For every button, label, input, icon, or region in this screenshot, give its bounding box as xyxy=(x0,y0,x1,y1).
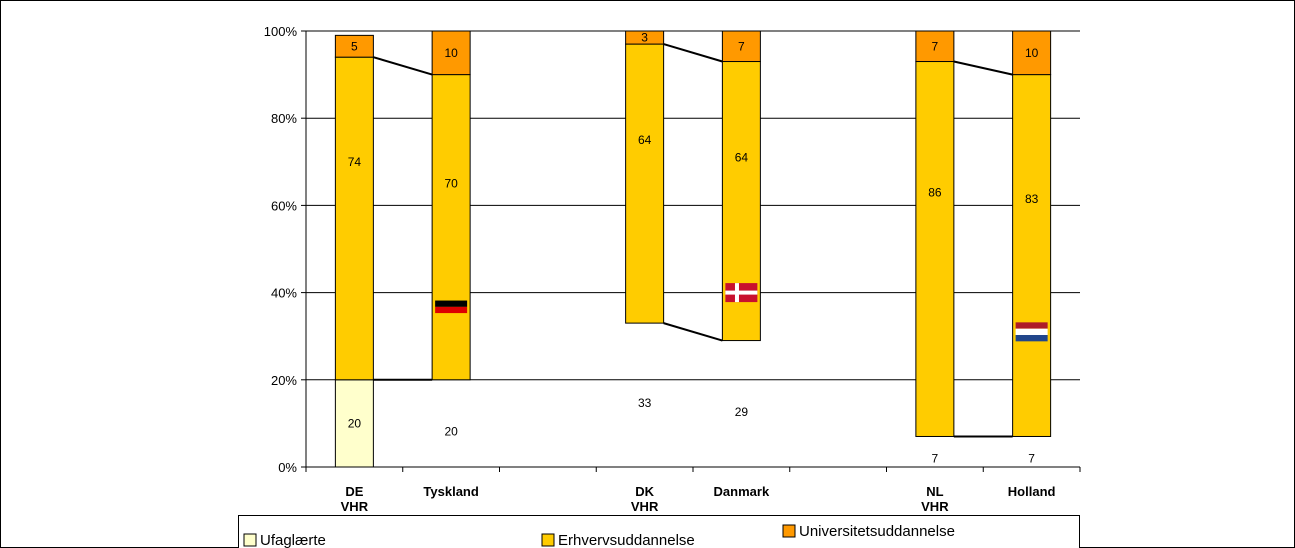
bar-segment xyxy=(721,30,761,63)
bar-segment xyxy=(915,30,955,63)
category-label: Danmark xyxy=(714,484,770,499)
connector-line-top xyxy=(373,56,433,76)
data-label: 7 xyxy=(1028,451,1035,465)
category-label: VHR xyxy=(341,499,369,514)
bar-segment xyxy=(334,379,374,468)
data-label: 86 xyxy=(928,185,942,199)
data-label: 64 xyxy=(638,133,652,147)
connector-line-top xyxy=(663,43,723,63)
data-label: 64 xyxy=(735,150,749,164)
data-label: 7 xyxy=(738,39,745,53)
category-label: NL xyxy=(926,484,943,499)
category-label: DK xyxy=(635,484,654,499)
legend-box xyxy=(238,515,1080,548)
y-tick-label: 60% xyxy=(271,198,297,213)
bar-segment xyxy=(431,30,471,76)
legend-swatch xyxy=(782,524,796,538)
data-label: 33 xyxy=(638,396,652,410)
flag-stripe xyxy=(435,313,468,320)
category-label: DE xyxy=(345,484,363,499)
y-tick-label: 40% xyxy=(271,286,297,301)
flag-cross-horizontal xyxy=(725,290,758,295)
legend-label: Erhvervsuddannelse xyxy=(558,532,695,548)
data-labels: 20 74 5 20 70 10 33 64 3 29 64 7 7 86 7 7 83 10 xyxy=(348,31,1039,466)
data-label: 83 xyxy=(1025,192,1039,206)
data-label: 70 xyxy=(444,177,458,191)
data-label: 74 xyxy=(348,155,362,169)
category-label: VHR xyxy=(921,499,949,514)
data-label: 20 xyxy=(348,416,362,430)
flag-stripe xyxy=(435,300,468,307)
denmark-flag-icon xyxy=(725,283,758,303)
data-label: 10 xyxy=(444,46,458,60)
connector-lines xyxy=(373,43,1013,438)
germany-flag-icon xyxy=(435,300,468,320)
legend: Ufaglærte Erhvervsuddannelse Universitetsu… xyxy=(238,515,1080,548)
axes xyxy=(305,31,1081,472)
legend-swatch xyxy=(541,533,555,547)
bar-segment xyxy=(625,43,665,324)
data-label: 7 xyxy=(932,451,939,465)
category-label: Holland xyxy=(1008,484,1056,499)
connector-line-bottom xyxy=(663,322,723,342)
y-tick-label: 0% xyxy=(278,460,297,475)
flag-stripe xyxy=(1015,322,1048,329)
data-label: 7 xyxy=(932,39,939,53)
y-tick-label: 20% xyxy=(271,373,297,388)
bar-segment xyxy=(1012,74,1052,437)
connector-line-top xyxy=(953,60,1013,76)
bar-segment xyxy=(915,61,955,437)
data-label: 3 xyxy=(641,31,648,45)
bar-segment xyxy=(1012,30,1052,76)
bar-segment xyxy=(334,34,374,58)
bar-segment xyxy=(334,56,374,381)
legend-swatch xyxy=(243,533,257,547)
data-label: 29 xyxy=(735,405,749,419)
bar-segment xyxy=(625,30,665,45)
data-label: 5 xyxy=(351,39,358,53)
flag-stripe xyxy=(1015,328,1048,336)
netherlands-flag-icon xyxy=(1015,322,1048,342)
data-label: 10 xyxy=(1025,46,1039,60)
category-label: Tyskland xyxy=(423,484,478,499)
flags xyxy=(435,283,1048,342)
bars xyxy=(334,30,1052,468)
bar-segment xyxy=(431,74,471,381)
y-tick-label: 80% xyxy=(271,111,297,126)
category-label: VHR xyxy=(631,499,659,514)
data-label: 20 xyxy=(444,424,458,438)
y-axis-ticks: 0% 20% 40% 60% 80% 100% xyxy=(264,24,306,475)
flag-stripe xyxy=(435,306,468,314)
y-tick-label: 100% xyxy=(264,24,298,39)
flag-stripe xyxy=(1015,335,1048,342)
legend-label: Ufaglærte xyxy=(260,532,326,548)
legend-label: Universitetsuddannelse xyxy=(799,523,955,540)
